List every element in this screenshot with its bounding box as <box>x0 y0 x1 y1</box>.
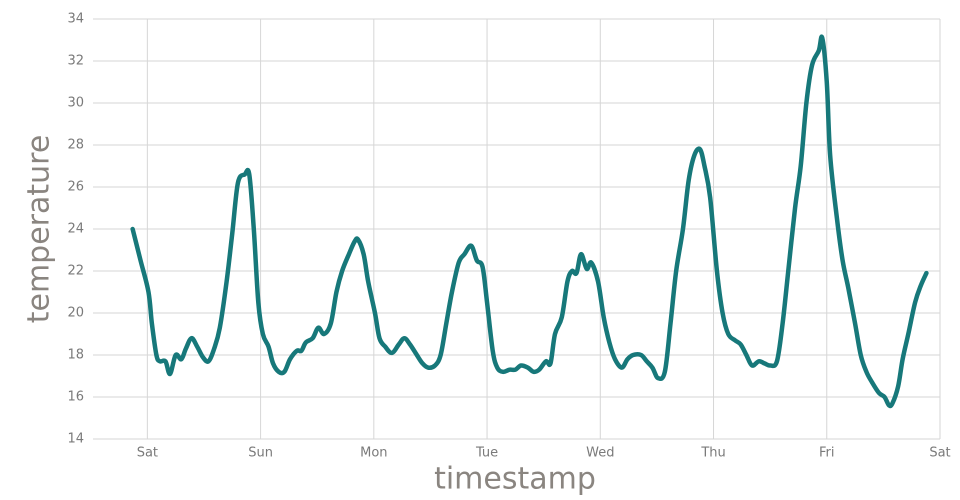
x-tick-label: Tue <box>475 446 498 461</box>
y-tick-label: 14 <box>67 432 84 447</box>
x-tick-label: Wed <box>586 446 614 461</box>
x-tick-label: Fri <box>819 446 835 461</box>
x-tick-label: Thu <box>700 446 725 461</box>
y-tick-label: 22 <box>67 264 84 279</box>
y-tick-label: 24 <box>67 222 84 237</box>
y-axis-label: temperature <box>22 135 57 324</box>
y-tick-label: 28 <box>67 138 84 153</box>
x-tick-label: Mon <box>360 446 387 461</box>
y-tick-label: 30 <box>67 96 84 111</box>
y-tick-label: 26 <box>67 180 84 195</box>
x-axis-label: timestamp <box>434 462 596 497</box>
y-tick-label: 18 <box>67 348 84 363</box>
x-tick-label: Sat <box>137 446 158 461</box>
y-tick-label: 34 <box>67 12 84 27</box>
x-tick-label: Sat <box>929 446 950 461</box>
data-line <box>130 34 929 409</box>
y-tick-label: 16 <box>67 390 84 405</box>
y-tick-label: 20 <box>67 306 84 321</box>
x-tick-label: Sun <box>248 446 273 461</box>
y-tick-label: 32 <box>67 54 84 69</box>
